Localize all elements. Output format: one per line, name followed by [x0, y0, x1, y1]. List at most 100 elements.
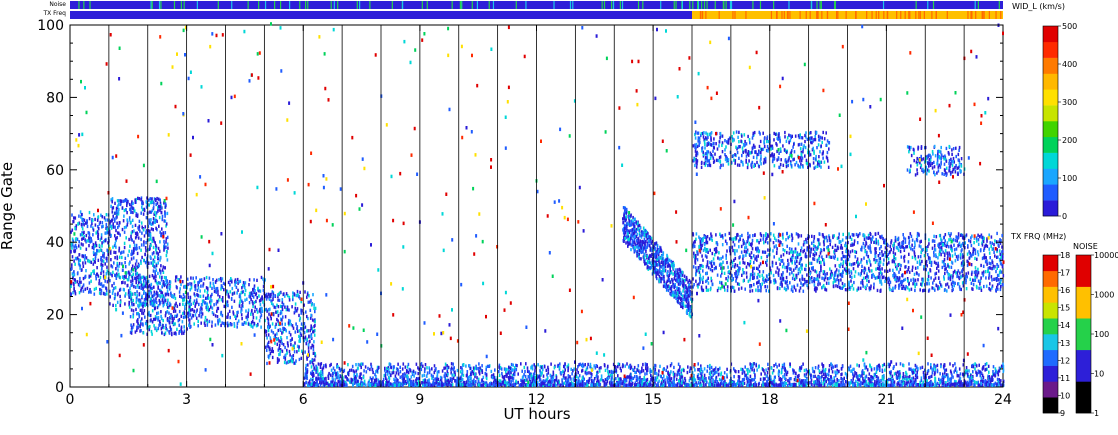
scatter-point: [183, 298, 186, 302]
scatter-point: [92, 242, 95, 247]
scatter-point: [325, 380, 327, 384]
scatter-point: [164, 266, 166, 270]
scatter-point: [527, 375, 530, 379]
scatter-point: [166, 328, 169, 332]
scatter-point: [861, 374, 863, 378]
scatter-point: [219, 276, 222, 281]
scatter-point: [92, 251, 95, 255]
scatter-point: [942, 365, 945, 369]
scatter-point: [175, 275, 177, 279]
scatter-point: [151, 332, 153, 336]
scatter-point: [821, 369, 824, 373]
scatter-point: [855, 379, 857, 383]
scatter-point: [323, 383, 326, 387]
scatter-point: [262, 288, 265, 292]
txfreq-track-tick: [970, 11, 972, 19]
noise-track-tick: [703, 1, 706, 9]
scatter-point: [181, 330, 183, 334]
scatter-point: [127, 270, 130, 274]
scatter-point: [385, 369, 388, 373]
scatter-point: [666, 375, 668, 379]
scatter-point: [121, 227, 124, 232]
scatter-point: [190, 286, 193, 290]
scatter-point: [110, 198, 112, 202]
scatter-point: [697, 373, 700, 377]
scatter-point: [469, 366, 471, 371]
scatter-point: [152, 294, 155, 298]
scatter-point: [563, 371, 566, 375]
scatter-point: [317, 373, 319, 377]
scatter-point: [550, 383, 552, 387]
scatter-point: [111, 274, 113, 278]
scatter-point: [151, 208, 154, 213]
scatter-point: [313, 333, 316, 337]
scatter-point: [648, 380, 651, 384]
scatter-point: [135, 300, 138, 304]
txfreq-track-tick: [919, 11, 921, 19]
scatter-point: [524, 374, 527, 379]
scatter-point: [477, 366, 480, 371]
scatter-point: [680, 383, 682, 387]
scatter-point: [436, 373, 439, 377]
scatter-point: [948, 381, 951, 385]
scatter-point: [186, 286, 188, 290]
scatter-point: [151, 309, 154, 313]
scatter-point: [155, 264, 158, 268]
scatter-point: [444, 376, 446, 380]
scatter-point: [76, 256, 79, 260]
scatter-point: [820, 382, 822, 386]
scatter-point: [583, 383, 585, 387]
scatter-point: [312, 363, 315, 367]
scatter-point: [978, 363, 980, 367]
scatter-point: [959, 372, 962, 376]
scatter-point: [90, 224, 92, 228]
scatter-point: [155, 291, 158, 295]
scatter-point: [135, 212, 138, 216]
scatter-point: [615, 382, 618, 386]
scatter-point: [137, 298, 140, 302]
scatter-point: [119, 199, 122, 203]
scatter-point: [136, 320, 139, 324]
scatter-point: [991, 383, 994, 387]
scatter-point: [388, 371, 391, 375]
scatter-point: [823, 383, 825, 387]
scatter-point: [769, 380, 772, 384]
scatter-point: [672, 382, 674, 386]
scatter-point: [888, 364, 890, 369]
scatter-point: [188, 301, 190, 305]
scatter-point: [852, 374, 855, 378]
scatter-point: [294, 302, 297, 306]
scatter-point: [966, 369, 969, 373]
scatter-point: [808, 369, 810, 373]
scatter-point: [338, 377, 341, 381]
scatter-point: [681, 378, 684, 382]
scatter-point: [133, 229, 135, 233]
scatter-point: [299, 339, 301, 343]
scatter-point: [125, 236, 127, 240]
scatter-point: [150, 222, 153, 226]
scatter-point: [611, 383, 614, 387]
scatter-point: [171, 314, 173, 319]
scatter-point: [101, 244, 103, 248]
scatter-point: [206, 307, 208, 312]
scatter-point: [286, 294, 289, 298]
scatter-point: [109, 219, 112, 224]
scatter-point: [881, 368, 884, 372]
scatter-point: [786, 370, 789, 374]
scatter-point: [250, 291, 252, 295]
scatter-point: [892, 366, 895, 370]
scatter-point: [918, 383, 921, 387]
scatter-point: [305, 363, 307, 368]
scatter-point: [130, 210, 132, 214]
scatter-point: [292, 357, 294, 362]
noise-track-tick: [196, 1, 198, 9]
scatter-point: [778, 383, 780, 387]
scatter-point: [146, 323, 148, 327]
scatter-point: [792, 371, 795, 375]
scatter-point: [151, 200, 154, 204]
scatter-point: [873, 367, 876, 371]
scatter-point: [276, 342, 279, 346]
scatter-point: [244, 285, 246, 290]
scatter-point: [498, 379, 500, 383]
scatter-point: [155, 226, 157, 230]
